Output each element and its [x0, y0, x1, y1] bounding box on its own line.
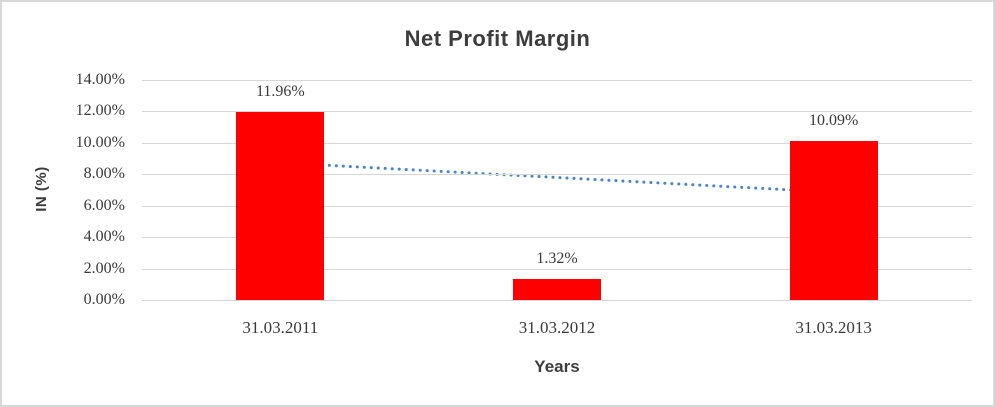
linear-trendline — [278, 161, 836, 194]
x-axis-category-label: 31.03.2012 — [518, 318, 596, 337]
data-label: 11.96% — [255, 83, 305, 101]
bar-31.03.2011 — [236, 112, 325, 300]
x-axis-category-label: 31.03.2011 — [242, 318, 319, 337]
gridline-0.00% — [142, 300, 972, 301]
gridline-12.00% — [142, 111, 972, 113]
y-tick-label: 0.00% — [83, 291, 125, 308]
y-tick-label: 2.00% — [83, 259, 125, 277]
gridline-8.00% — [142, 174, 972, 176]
trendline-layer — [278, 161, 836, 194]
data-label: 1.32% — [536, 250, 578, 268]
y-tick-label: 6.00% — [83, 196, 125, 214]
bar-31.03.2012 — [513, 279, 601, 300]
y-tick-label: 12.00% — [75, 102, 125, 120]
x-axis-category-label: 31.03.2013 — [795, 318, 872, 337]
plot-area: 11.96% 1.32% 10.09% — [142, 80, 972, 301]
x-axis-title: Years — [534, 357, 580, 376]
gridline-4.00% — [142, 237, 972, 239]
chart-title: Net Profit Margin — [404, 26, 591, 51]
y-tick-label: 8.00% — [83, 165, 125, 183]
gridline-10.00% — [142, 142, 972, 144]
data-label: 10.09% — [808, 112, 859, 130]
bar-31.03.2013 — [789, 141, 878, 300]
y-tick-label: 14.00% — [75, 71, 125, 88]
y-tick-label: 4.00% — [83, 228, 125, 246]
gridline-6.00% — [142, 205, 972, 207]
y-tick-label: 10.00% — [75, 133, 125, 151]
gridline-2.00% — [142, 268, 972, 270]
gridline-14.00% — [142, 80, 972, 81]
